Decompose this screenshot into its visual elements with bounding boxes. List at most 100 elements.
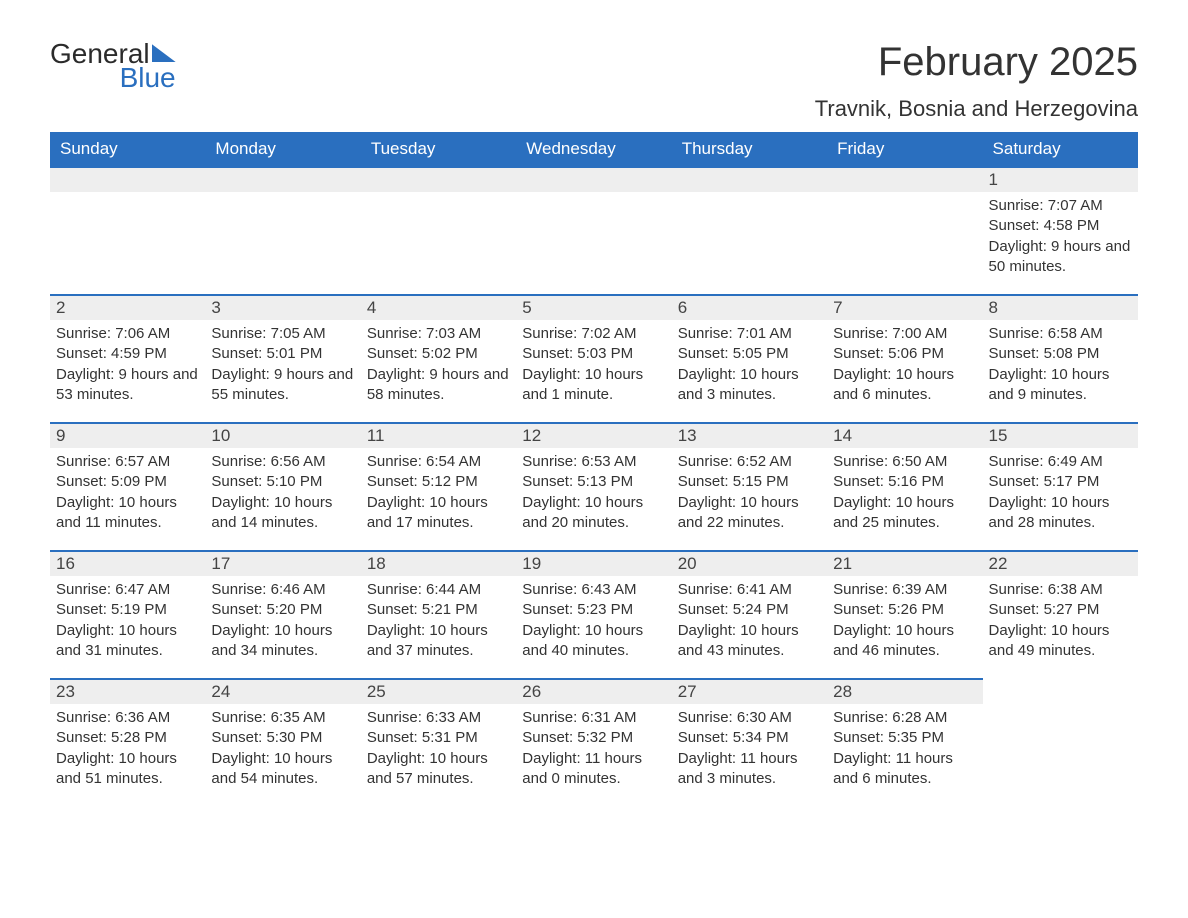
sunrise-text: Sunrise: 6:52 AM — [678, 452, 821, 472]
day-number: 5 — [516, 294, 671, 320]
daylight-text: Daylight: 10 hours and 11 minutes. — [56, 493, 199, 534]
day-number: 13 — [672, 422, 827, 448]
sunset-text: Sunset: 5:05 PM — [678, 344, 821, 364]
weekday-header: Tuesday — [361, 132, 516, 166]
sunrise-text: Sunrise: 6:30 AM — [678, 708, 821, 728]
sunset-text: Sunset: 5:34 PM — [678, 728, 821, 748]
weekday-header: Wednesday — [516, 132, 671, 166]
sunset-text: Sunset: 5:13 PM — [522, 472, 665, 492]
day-number: 22 — [983, 550, 1138, 576]
weeks-container: 1Sunrise: 7:07 AMSunset: 4:58 PMDaylight… — [50, 166, 1138, 806]
location-label: Travnik, Bosnia and Herzegovina — [815, 96, 1138, 122]
day-number: 9 — [50, 422, 205, 448]
day-cell: 6Sunrise: 7:01 AMSunset: 5:05 PMDaylight… — [672, 294, 827, 422]
brand-logo-text: General Blue — [50, 40, 176, 92]
day-content: Sunrise: 6:44 AMSunset: 5:21 PMDaylight:… — [367, 580, 510, 661]
month-title: February 2025 — [815, 40, 1138, 84]
day-number: 26 — [516, 678, 671, 704]
day-number: 17 — [205, 550, 360, 576]
day-number: 16 — [50, 550, 205, 576]
sunset-text: Sunset: 5:20 PM — [211, 600, 354, 620]
day-number — [827, 166, 982, 192]
day-content: Sunrise: 6:49 AMSunset: 5:17 PMDaylight:… — [989, 452, 1132, 533]
day-number: 28 — [827, 678, 982, 704]
sunset-text: Sunset: 5:24 PM — [678, 600, 821, 620]
day-number: 23 — [50, 678, 205, 704]
daylight-text: Daylight: 10 hours and 1 minute. — [522, 365, 665, 406]
day-number — [672, 166, 827, 192]
day-cell — [983, 678, 1138, 806]
day-number: 4 — [361, 294, 516, 320]
daylight-text: Daylight: 9 hours and 55 minutes. — [211, 365, 354, 406]
sunset-text: Sunset: 5:19 PM — [56, 600, 199, 620]
day-content: Sunrise: 6:54 AMSunset: 5:12 PMDaylight:… — [367, 452, 510, 533]
daylight-text: Daylight: 9 hours and 58 minutes. — [367, 365, 510, 406]
daylight-text: Daylight: 10 hours and 54 minutes. — [211, 749, 354, 790]
sunset-text: Sunset: 5:28 PM — [56, 728, 199, 748]
daylight-text: Daylight: 10 hours and 34 minutes. — [211, 621, 354, 662]
weekday-header-row: Sunday Monday Tuesday Wednesday Thursday… — [50, 132, 1138, 166]
day-content: Sunrise: 6:30 AMSunset: 5:34 PMDaylight:… — [678, 708, 821, 789]
weekday-header: Sunday — [50, 132, 205, 166]
sunrise-text: Sunrise: 6:36 AM — [56, 708, 199, 728]
weekday-header: Friday — [827, 132, 982, 166]
day-cell: 23 Sunrise: 6:36 AMSunset: 5:28 PMDayligh… — [50, 678, 205, 806]
daylight-text: Daylight: 10 hours and 43 minutes. — [678, 621, 821, 662]
day-cell — [516, 166, 671, 294]
day-number: 8 — [983, 294, 1138, 320]
sunrise-text: Sunrise: 6:54 AM — [367, 452, 510, 472]
sunrise-text: Sunrise: 6:50 AM — [833, 452, 976, 472]
sunrise-text: Sunrise: 7:07 AM — [989, 196, 1132, 216]
day-cell — [827, 166, 982, 294]
day-cell: 18Sunrise: 6:44 AMSunset: 5:21 PMDayligh… — [361, 550, 516, 678]
daylight-text: Daylight: 10 hours and 3 minutes. — [678, 365, 821, 406]
day-cell: 14Sunrise: 6:50 AMSunset: 5:16 PMDayligh… — [827, 422, 982, 550]
daylight-text: Daylight: 10 hours and 37 minutes. — [367, 621, 510, 662]
sunset-text: Sunset: 4:59 PM — [56, 344, 199, 364]
day-content: Sunrise: 6:41 AMSunset: 5:24 PMDaylight:… — [678, 580, 821, 661]
day-content: Sunrise: 6:46 AMSunset: 5:20 PMDaylight:… — [211, 580, 354, 661]
day-cell: 7Sunrise: 7:00 AMSunset: 5:06 PMDaylight… — [827, 294, 982, 422]
day-number: 1 — [983, 166, 1138, 192]
day-cell — [361, 166, 516, 294]
sunrise-text: Sunrise: 6:33 AM — [367, 708, 510, 728]
day-number — [205, 166, 360, 192]
day-number: 7 — [827, 294, 982, 320]
day-content: Sunrise: 6:35 AMSunset: 5:30 PMDaylight:… — [211, 708, 354, 789]
daylight-text: Daylight: 10 hours and 25 minutes. — [833, 493, 976, 534]
sunset-text: Sunset: 5:12 PM — [367, 472, 510, 492]
daylight-text: Daylight: 10 hours and 20 minutes. — [522, 493, 665, 534]
sunrise-text: Sunrise: 6:38 AM — [989, 580, 1132, 600]
sunset-text: Sunset: 5:10 PM — [211, 472, 354, 492]
day-content: Sunrise: 6:38 AMSunset: 5:27 PMDaylight:… — [989, 580, 1132, 661]
sunrise-text: Sunrise: 6:57 AM — [56, 452, 199, 472]
daylight-text: Daylight: 9 hours and 50 minutes. — [989, 237, 1132, 278]
day-cell: 22 Sunrise: 6:38 AMSunset: 5:27 PMDayligh… — [983, 550, 1138, 678]
daylight-text: Daylight: 10 hours and 40 minutes. — [522, 621, 665, 662]
daylight-text: Daylight: 10 hours and 17 minutes. — [367, 493, 510, 534]
day-content: Sunrise: 6:58 AMSunset: 5:08 PMDaylight:… — [989, 324, 1132, 405]
daylight-text: Daylight: 10 hours and 14 minutes. — [211, 493, 354, 534]
day-number: 25 — [361, 678, 516, 704]
sunrise-text: Sunrise: 6:53 AM — [522, 452, 665, 472]
sunrise-text: Sunrise: 6:49 AM — [989, 452, 1132, 472]
day-cell: 5Sunrise: 7:02 AMSunset: 5:03 PMDaylight… — [516, 294, 671, 422]
day-number: 11 — [361, 422, 516, 448]
day-number: 3 — [205, 294, 360, 320]
weekday-header: Monday — [205, 132, 360, 166]
day-number: 19 — [516, 550, 671, 576]
day-number: 24 — [205, 678, 360, 704]
day-cell: 24 Sunrise: 6:35 AMSunset: 5:30 PMDayligh… — [205, 678, 360, 806]
day-cell: 9 Sunrise: 6:57 AMSunset: 5:09 PMDaylight… — [50, 422, 205, 550]
day-number: 20 — [672, 550, 827, 576]
sunset-text: Sunset: 5:09 PM — [56, 472, 199, 492]
day-content: Sunrise: 6:36 AMSunset: 5:28 PMDaylight:… — [56, 708, 199, 789]
day-cell: 28Sunrise: 6:28 AMSunset: 5:35 PMDayligh… — [827, 678, 982, 806]
day-cell: 25Sunrise: 6:33 AMSunset: 5:31 PMDayligh… — [361, 678, 516, 806]
sunset-text: Sunset: 5:15 PM — [678, 472, 821, 492]
day-number — [50, 166, 205, 192]
day-number: 21 — [827, 550, 982, 576]
sunrise-text: Sunrise: 6:41 AM — [678, 580, 821, 600]
day-content: Sunrise: 6:50 AMSunset: 5:16 PMDaylight:… — [833, 452, 976, 533]
title-block: February 2025 Travnik, Bosnia and Herzeg… — [815, 40, 1138, 122]
